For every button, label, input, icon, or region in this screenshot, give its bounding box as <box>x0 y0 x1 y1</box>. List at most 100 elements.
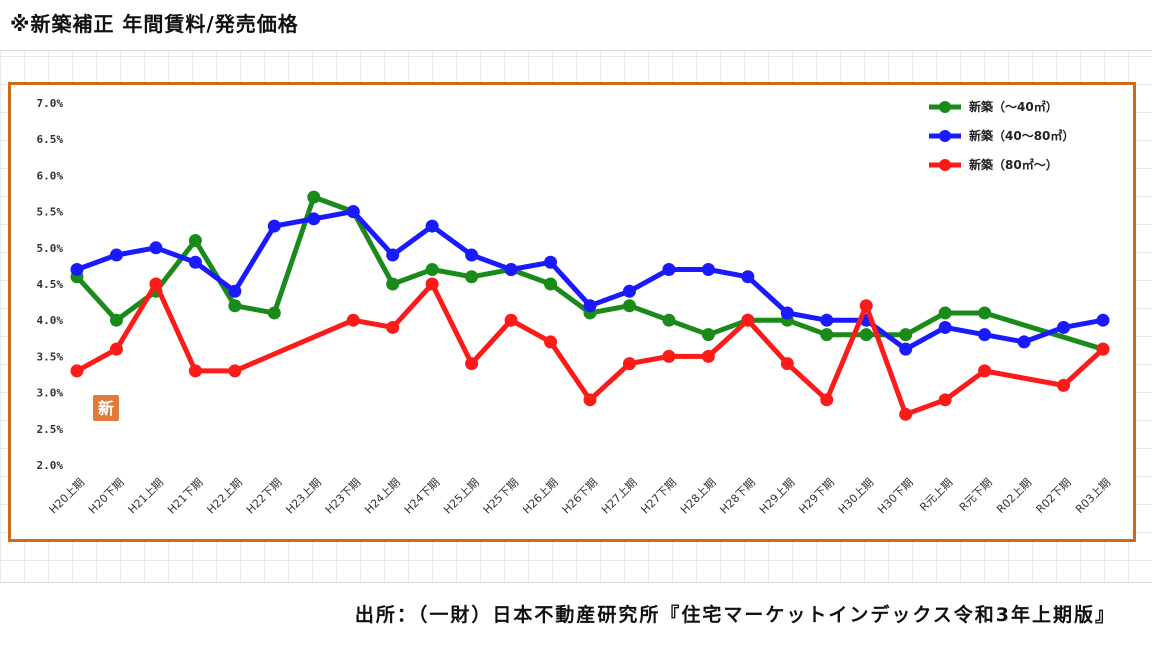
data-point <box>820 393 834 407</box>
data-point <box>741 270 755 284</box>
data-point <box>386 277 400 291</box>
data-point <box>188 234 202 248</box>
x-tick-label: H23下期 <box>323 476 364 517</box>
x-tick-label: H22上期 <box>204 476 245 517</box>
data-point <box>978 328 992 342</box>
line-chart: 2.0% 2.5% 3.0% 3.5% 4.0% 4.5% 5.0% 5.5% 6.0% 6.5%… <box>37 97 1114 517</box>
data-point <box>701 328 715 342</box>
data-point <box>504 313 518 327</box>
x-tick-label: H28下期 <box>717 476 758 517</box>
data-point <box>149 277 163 291</box>
x-tick-label: H24上期 <box>362 476 403 517</box>
y-tick-label: 4.0% <box>37 314 64 327</box>
data-point <box>938 320 952 334</box>
legend-label: 新築（～40㎡） <box>969 99 1058 114</box>
data-point <box>109 342 123 356</box>
data-point <box>544 277 558 291</box>
data-point <box>425 277 439 291</box>
x-tick-label: H24下期 <box>402 476 443 517</box>
data-point <box>109 313 123 327</box>
data-point <box>149 241 163 255</box>
data-point <box>1017 335 1031 349</box>
data-point <box>938 306 952 320</box>
data-point <box>978 364 992 378</box>
data-point <box>228 299 242 313</box>
data-point <box>228 364 242 378</box>
data-point <box>504 263 518 277</box>
data-point <box>662 349 676 363</box>
y-tick-label: 2.0% <box>37 459 64 472</box>
y-tick-label: 3.0% <box>37 387 64 400</box>
data-point <box>583 393 597 407</box>
data-point <box>425 263 439 277</box>
x-tick-label: H29上期 <box>757 476 798 517</box>
data-point <box>938 393 952 407</box>
x-tick-label: H30上期 <box>836 476 877 517</box>
data-point <box>1096 313 1110 327</box>
data-point <box>859 328 873 342</box>
data-point <box>1096 342 1110 356</box>
data-point <box>267 306 281 320</box>
y-tick-label: 6.0% <box>37 169 64 182</box>
x-tick-label: H27上期 <box>599 476 640 517</box>
data-point <box>701 263 715 277</box>
data-point <box>1057 378 1071 392</box>
data-point <box>780 357 794 371</box>
x-tick-label: H25上期 <box>441 476 482 517</box>
data-point <box>622 357 636 371</box>
data-point <box>188 255 202 269</box>
y-tick-label: 6.5% <box>37 133 64 146</box>
x-tick-label: H20上期 <box>47 476 88 517</box>
data-point <box>899 407 913 421</box>
data-point <box>70 364 84 378</box>
x-tick-label: H20下期 <box>86 476 127 517</box>
data-point <box>899 342 913 356</box>
x-tick-label: H21上期 <box>126 476 167 517</box>
badge-label: 新 <box>98 399 114 418</box>
legend-marker <box>939 159 951 171</box>
data-point <box>741 313 755 327</box>
data-point <box>701 349 715 363</box>
y-tick-label: 4.5% <box>37 278 64 291</box>
x-tick-label: H28上期 <box>678 476 719 517</box>
x-tick-label: H27下期 <box>639 476 680 517</box>
legend-label: 新築（80㎡～） <box>969 157 1058 172</box>
badge-box <box>93 395 119 421</box>
x-tick-label: H25下期 <box>481 476 522 517</box>
chart-frame[interactable]: 2.0% 2.5% 3.0% 3.5% 4.0% 4.5% 5.0% 5.5% 6.0% 6.5%… <box>8 82 1136 542</box>
data-point <box>109 248 123 262</box>
x-tick-label: H26上期 <box>520 476 561 517</box>
y-tick-label: 2.5% <box>37 423 64 436</box>
x-tick-label: R元上期 <box>917 476 955 514</box>
x-tick-label: R元下期 <box>957 476 995 514</box>
data-point <box>307 212 321 226</box>
data-point <box>622 284 636 298</box>
x-tick-label: R02下期 <box>1034 476 1074 516</box>
source-citation: 出所：（一財）日本不動産研究所『住宅マーケットインデックス令和3年上期版』 <box>354 604 1116 626</box>
x-tick-label: H21下期 <box>165 476 206 517</box>
legend-label: 新築（40～80㎡） <box>969 128 1074 143</box>
data-point <box>820 313 834 327</box>
data-point <box>820 328 834 342</box>
data-point <box>188 364 202 378</box>
data-point <box>583 299 597 313</box>
data-point <box>859 299 873 313</box>
data-point <box>780 306 794 320</box>
data-point <box>267 219 281 233</box>
data-point <box>465 248 479 262</box>
series-line-2 <box>74 281 1106 417</box>
x-tick-label: H22下期 <box>244 476 285 517</box>
data-point <box>544 335 558 349</box>
y-tick-label: 3.5% <box>37 350 64 363</box>
data-point <box>386 248 400 262</box>
data-point <box>70 263 84 277</box>
data-point <box>662 263 676 277</box>
data-point <box>1057 320 1071 334</box>
data-point <box>228 284 242 298</box>
x-tick-label: H26下期 <box>560 476 601 517</box>
data-point <box>978 306 992 320</box>
data-point <box>465 270 479 284</box>
legend-marker <box>939 101 951 113</box>
y-tick-label: 5.0% <box>37 242 64 255</box>
data-point <box>899 328 913 342</box>
